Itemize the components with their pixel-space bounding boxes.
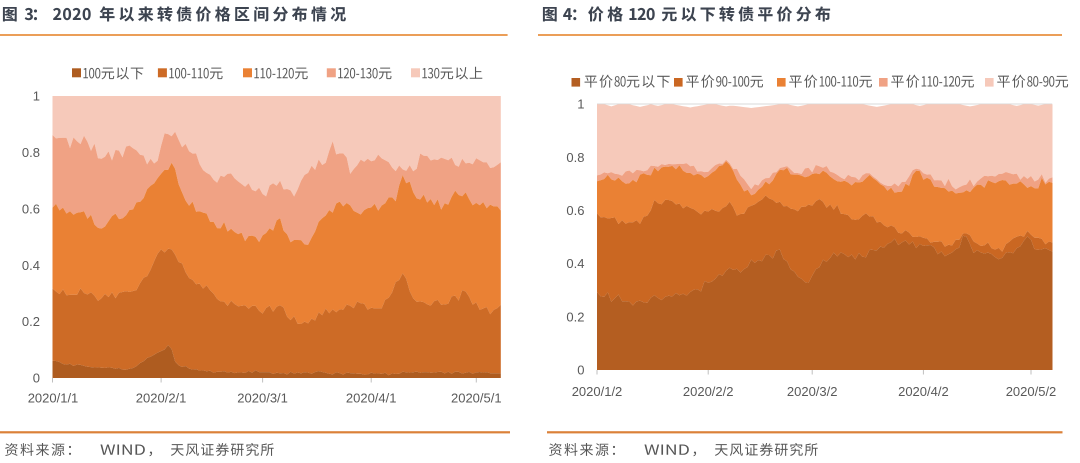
svg-text:2020/3/1: 2020/3/1 [237, 391, 288, 406]
svg-text:2020/2/1: 2020/2/1 [136, 391, 187, 406]
svg-text:0: 0 [577, 363, 584, 378]
svg-text:0.2: 0.2 [22, 314, 40, 329]
svg-text:2020/5/2: 2020/5/2 [1006, 384, 1057, 399]
svg-text:2020/1/2: 2020/1/2 [572, 384, 623, 399]
svg-text:2020/2/2: 2020/2/2 [683, 384, 734, 399]
svg-text:1: 1 [33, 89, 40, 104]
svg-text:0: 0 [33, 371, 40, 386]
svg-text:2020/5/1: 2020/5/1 [451, 391, 502, 406]
svg-text:0.2: 0.2 [566, 309, 584, 324]
svg-text:1: 1 [577, 97, 584, 112]
svg-text:2020/3/2: 2020/3/2 [787, 384, 838, 399]
svg-text:0.4: 0.4 [22, 258, 40, 273]
svg-text:2020/4/1: 2020/4/1 [346, 391, 397, 406]
svg-text:0.6: 0.6 [566, 203, 584, 218]
svg-text:2020/4/2: 2020/4/2 [898, 384, 949, 399]
svg-text:2020/1/1: 2020/1/1 [28, 391, 79, 406]
svg-text:0.8: 0.8 [566, 150, 584, 165]
svg-text:0.8: 0.8 [22, 145, 40, 160]
svg-text:0.6: 0.6 [22, 201, 40, 216]
svg-text:0.4: 0.4 [566, 256, 584, 271]
